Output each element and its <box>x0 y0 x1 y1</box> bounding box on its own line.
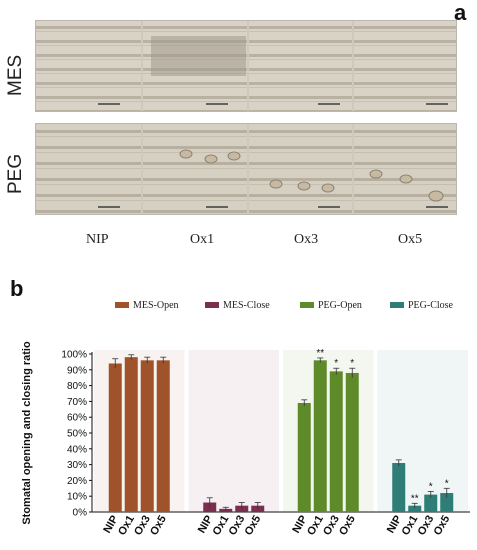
x-tick-label: Ox3 <box>227 514 248 538</box>
legend-swatch <box>115 302 129 308</box>
legend-entry: MES-Open <box>133 300 179 311</box>
y-tick-label: 10% <box>67 492 87 503</box>
legend-swatch <box>300 302 314 308</box>
legend-entry: PEG-Open <box>318 300 362 311</box>
row-label-mes: MES <box>5 54 26 96</box>
bar <box>140 360 154 512</box>
x-tick-label: Ox1 <box>400 514 421 538</box>
y-tick-label: 90% <box>67 365 87 376</box>
treatment-label-ox5: Ox5 <box>398 232 423 247</box>
x-tick-label: Ox1 <box>211 514 232 538</box>
micrograph-strip-peg <box>35 123 457 215</box>
x-tick-label: Ox5 <box>148 514 169 538</box>
y-tick-label: 0% <box>73 508 88 519</box>
treatment-label-ox1: Ox1 <box>190 232 215 247</box>
bar-chart: MES-Open MES-Close PEG-Open PEG-Close Stoma… <box>21 300 470 538</box>
panel-b-label: b <box>10 276 24 301</box>
micrograph-image-peg <box>36 124 456 214</box>
bar <box>297 402 311 512</box>
significance-label: * <box>334 358 338 369</box>
significance-label: ** <box>316 348 324 359</box>
treatment-label-nip: NIP <box>86 232 109 247</box>
chart-legend: MES-Open MES-Close PEG-Open PEG-Close <box>115 300 454 311</box>
bar <box>156 360 170 512</box>
x-tick-label: Ox5 <box>243 514 264 538</box>
bar <box>329 371 343 512</box>
group-background <box>283 350 374 512</box>
y-tick-label: 50% <box>67 429 87 440</box>
group-background <box>94 350 185 512</box>
bar <box>408 505 422 512</box>
legend-entry: PEG-Close <box>408 300 454 311</box>
legend-swatch <box>390 302 404 308</box>
significance-label: * <box>429 481 433 492</box>
row-label-peg: PEG <box>5 153 26 194</box>
panel-a-label: a <box>454 0 467 25</box>
legend-entry: MES-Close <box>223 300 270 311</box>
treatment-label-ox3: Ox3 <box>294 232 319 247</box>
y-tick-label: 60% <box>67 413 87 424</box>
y-tick-label: 20% <box>67 476 87 487</box>
x-tick-label: Ox3 <box>132 514 153 538</box>
x-tick-label: Ox5 <box>337 514 358 538</box>
bar <box>392 463 406 512</box>
bar <box>424 494 438 512</box>
micrograph-strip-mes <box>35 20 457 112</box>
bar <box>313 360 327 512</box>
bar <box>203 502 217 512</box>
significance-label: * <box>445 478 449 489</box>
y-tick-label: 30% <box>67 460 87 471</box>
legend-swatch <box>205 302 219 308</box>
y-axis-label: Stomatal opening and closing ratio <box>21 341 33 525</box>
y-tick-label: 40% <box>67 444 87 455</box>
x-tick-label: Ox1 <box>116 514 137 538</box>
plot-area: 0%10%20%30%40%50%60%70%80%90%100%NIPOx1O… <box>61 348 470 538</box>
x-tick-label: Ox3 <box>321 514 342 538</box>
group-background <box>188 350 279 512</box>
bar <box>440 493 454 512</box>
bar <box>124 357 138 512</box>
y-tick-label: 70% <box>67 397 87 408</box>
x-tick-label: Ox3 <box>416 514 437 538</box>
significance-label: * <box>350 358 354 369</box>
x-tick-label: Ox5 <box>432 514 453 538</box>
y-tick-label: 80% <box>67 381 87 392</box>
group-background <box>377 350 468 512</box>
y-tick-label: 100% <box>61 350 87 361</box>
significance-label: ** <box>411 493 419 504</box>
bar <box>108 363 122 512</box>
bar <box>345 372 359 512</box>
x-tick-label: Ox1 <box>305 514 326 538</box>
micrograph-image-mes <box>36 21 456 111</box>
